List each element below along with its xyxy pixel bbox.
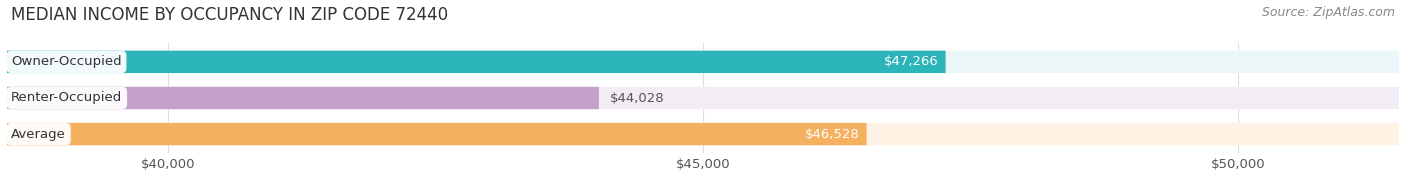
FancyBboxPatch shape xyxy=(7,123,866,145)
Text: MEDIAN INCOME BY OCCUPANCY IN ZIP CODE 72440: MEDIAN INCOME BY OCCUPANCY IN ZIP CODE 7… xyxy=(11,6,449,24)
FancyBboxPatch shape xyxy=(7,87,1399,109)
FancyBboxPatch shape xyxy=(7,87,599,109)
Text: $46,528: $46,528 xyxy=(804,128,859,141)
Text: $47,266: $47,266 xyxy=(884,55,939,68)
FancyBboxPatch shape xyxy=(7,51,946,73)
Text: $44,028: $44,028 xyxy=(610,92,665,104)
Text: Renter-Occupied: Renter-Occupied xyxy=(11,92,122,104)
Text: Owner-Occupied: Owner-Occupied xyxy=(11,55,122,68)
Text: Source: ZipAtlas.com: Source: ZipAtlas.com xyxy=(1261,6,1395,19)
FancyBboxPatch shape xyxy=(7,123,1399,145)
Text: Average: Average xyxy=(11,128,66,141)
FancyBboxPatch shape xyxy=(7,51,1399,73)
